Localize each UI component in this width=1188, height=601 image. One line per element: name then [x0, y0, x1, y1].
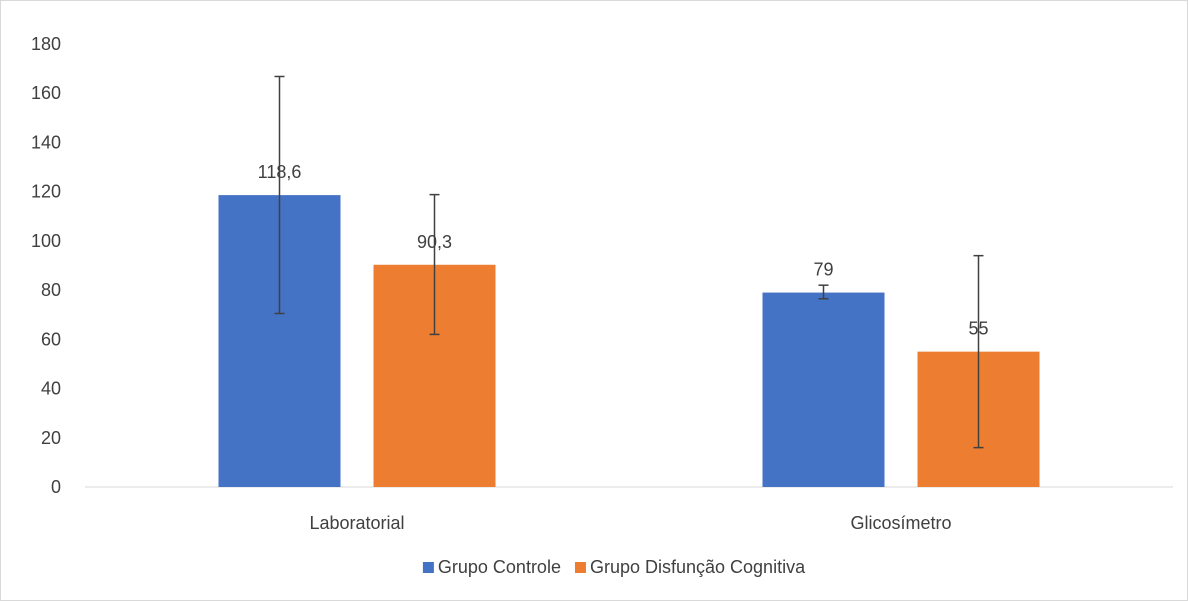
- y-tick-label-120: 120: [31, 182, 61, 202]
- error-bars: [274, 75, 984, 449]
- y-tick-label-80: 80: [41, 280, 61, 300]
- error-bar-series-1-cat-0: [429, 193, 440, 336]
- error-bar-series-0-cat-0: [274, 75, 285, 315]
- error-bar-series-0-cat-1: [818, 284, 829, 300]
- y-tick-label-160: 160: [31, 83, 61, 103]
- y-axis-ticks: 0 20 40 60 80 100 120 140 160 180: [31, 34, 61, 497]
- y-tick-label-100: 100: [31, 231, 61, 251]
- legend-swatch-0: [422, 562, 434, 573]
- y-tick-label-140: 140: [31, 132, 61, 152]
- y-tick-label-60: 60: [41, 329, 61, 349]
- y-tick-label-0: 0: [51, 477, 61, 497]
- data-label-series-1-cat-0: 90,3: [417, 232, 452, 252]
- x-tick-label-0: Laboratorial: [309, 513, 404, 533]
- legend-label-1: Grupo Disfunção Cognitiva: [590, 557, 806, 577]
- legend-label-0: Grupo Controle: [438, 557, 561, 577]
- legend: Grupo Controle Grupo Disfunção Cognitiva: [422, 557, 806, 577]
- bar-series-0-cat-1: [762, 292, 885, 487]
- x-tick-label-1: Glicosímetro: [850, 513, 951, 533]
- error-bar-series-1-cat-1: [973, 254, 984, 449]
- data-label-series-0-cat-0: 118,6: [258, 162, 302, 182]
- y-tick-label-40: 40: [41, 379, 61, 399]
- legend-swatch-1: [574, 562, 586, 573]
- legend-item-1: Grupo Disfunção Cognitiva: [574, 557, 806, 577]
- y-tick-label-180: 180: [31, 34, 61, 54]
- bars: [218, 195, 1040, 487]
- data-label-series-0-cat-1: 79: [813, 260, 833, 280]
- y-tick-label-20: 20: [41, 428, 61, 448]
- data-labels: 118,6 90,3 79 55: [258, 162, 989, 339]
- x-axis-ticks: Laboratorial Glicosímetro: [309, 513, 951, 533]
- legend-item-0: Grupo Controle: [422, 557, 561, 577]
- data-label-series-1-cat-1: 55: [968, 319, 988, 339]
